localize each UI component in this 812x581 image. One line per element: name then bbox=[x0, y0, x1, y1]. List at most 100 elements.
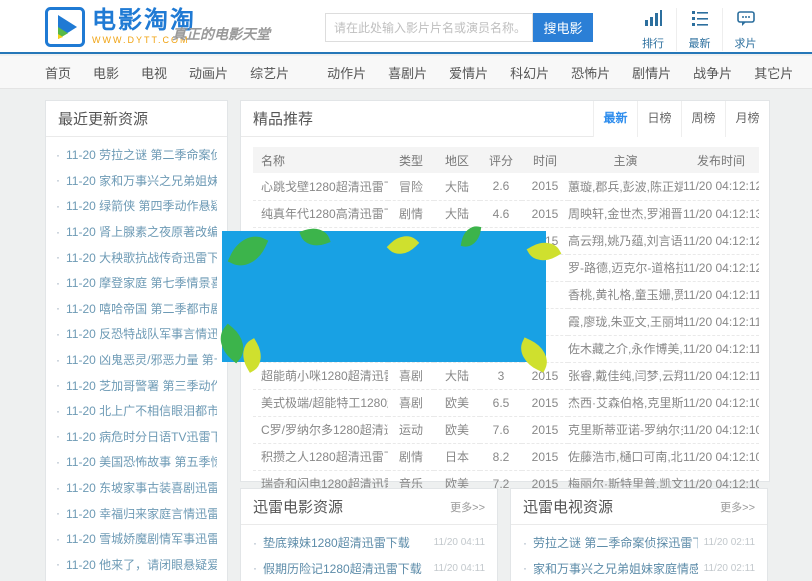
resource-date: 11/20 04:11 bbox=[433, 537, 485, 549]
resource-date: 11/20 02:11 bbox=[703, 562, 755, 574]
ad-overlay[interactable] bbox=[211, 223, 562, 373]
movie-title-link[interactable]: 美式极端/超能特工1280超清迅雷 bbox=[253, 389, 388, 417]
table-cell: 蕙璇,郡兵,彭波,陈正斌,伊利亚尔 bbox=[568, 173, 683, 201]
table-column-header: 时间 bbox=[522, 147, 568, 173]
movie-resource-item[interactable]: · 垫底辣妹1280超清迅雷下载 11/20 04:11 bbox=[253, 530, 485, 556]
recent-update-item[interactable]: · 11-20 东坡家事古装喜剧迅雷下载 bbox=[56, 475, 217, 501]
recent-update-item[interactable]: · 11-20 凶鬼恶灵/邪恶力量 第十一季魔... bbox=[56, 347, 217, 373]
movie-title-link[interactable]: 纯真年代1280高清迅雷下载 bbox=[253, 200, 388, 228]
leaf-icon bbox=[386, 228, 420, 262]
table-cell: 11/20 04:12:10 bbox=[683, 389, 759, 417]
recent-update-item[interactable]: · 11-20 反恐特战队军事言情迅雷下载 bbox=[56, 321, 217, 347]
logo-title: 电影淘淘 bbox=[92, 7, 196, 34]
tab-monthly[interactable]: 月榜 bbox=[725, 101, 769, 137]
resource-title: 11-20 他来了，请闭眼悬疑爱情迅雷下... bbox=[66, 557, 217, 572]
movie-title-link[interactable]: 超能萌小咪1280超清迅雷下载 bbox=[253, 362, 388, 390]
resource-title: 垫底辣妹1280超清迅雷下载 bbox=[263, 536, 410, 551]
nav-category-item[interactable]: 喜剧片 bbox=[388, 65, 428, 81]
table-cell: 2015 bbox=[522, 389, 568, 417]
tab-weekly[interactable]: 周榜 bbox=[681, 101, 725, 137]
site-logo[interactable]: 电影淘淘 WWW.DYTT.COM bbox=[45, 7, 196, 47]
resource-title: 11-20 肾上腺素之夜原著改编迅雷下载 bbox=[66, 225, 217, 240]
quick-link-latest[interactable]: 最新 bbox=[676, 8, 722, 51]
table-cell: 罗-路德,迈克尔-道格拉斯,伊万 bbox=[568, 254, 683, 282]
table-cell: 梅丽尔·斯特里普,凯文·克莱恩,麦 bbox=[568, 477, 683, 492]
nav-item[interactable]: 首页 bbox=[45, 65, 72, 81]
table-cell: 7.6 bbox=[480, 416, 522, 444]
nav-category-item[interactable]: 其它片 bbox=[754, 65, 794, 81]
more-link[interactable]: 更多>> bbox=[450, 501, 485, 514]
nav-category-item[interactable]: 剧情片 bbox=[632, 65, 672, 81]
table-cell: 11/20 04:12:11 bbox=[683, 308, 759, 336]
tab-daily[interactable]: 日榜 bbox=[637, 101, 681, 137]
movie-title-link[interactable]: 心跳戈壁1280超清迅雷下载 bbox=[253, 173, 388, 201]
table-cell: 11/20 04:12:12 bbox=[683, 227, 759, 255]
resource-title: 11-20 大秧歌抗战传奇迅雷下载 bbox=[66, 250, 217, 265]
table-cell: 大陆 bbox=[434, 173, 480, 201]
quick-link-request[interactable]: 求片 bbox=[722, 8, 768, 51]
movie-resources-list: · 垫底辣妹1280超清迅雷下载 11/20 04:11 · 假期历险记1280超清迅雷… bbox=[241, 525, 497, 581]
table-cell: 运动 bbox=[388, 416, 434, 444]
resource-title: 家和万事兴之兄弟姐妹家庭情感... bbox=[533, 561, 698, 576]
recent-update-item[interactable]: · 11-20 劳拉之谜 第二季命案侦探迅雷 bbox=[56, 142, 217, 168]
recent-update-item[interactable]: · 11-20 幸福归来家庭言情迅雷下载 bbox=[56, 500, 217, 526]
table-cell: 张睿,戴佳纯,闫梦,云翔, bbox=[568, 362, 683, 390]
table-column-header: 名称 bbox=[253, 147, 388, 173]
table-cell: 11/20 04:12:10 bbox=[683, 416, 759, 444]
recent-update-item[interactable]: · 11-20 嘻哈帝国 第二季都市剧情迅雷 bbox=[56, 296, 217, 322]
nav-category-item[interactable]: 战争片 bbox=[693, 65, 733, 81]
site-tagline: 真正的电影天堂 bbox=[172, 26, 270, 42]
table-cell: 佐木藏之介,永作博美,佐藤仁美, bbox=[568, 335, 683, 363]
recent-update-item[interactable]: · 11-20 绿箭侠 第四季动作悬疑迅雷下 bbox=[56, 193, 217, 219]
bullet-icon: · bbox=[56, 378, 60, 393]
bullet-icon: · bbox=[56, 301, 60, 316]
resource-title: 11-20 反恐特战队军事言情迅雷下载 bbox=[66, 327, 217, 342]
recent-update-item[interactable]: · 11-20 摩登家庭 第七季情景喜剧迅雷 bbox=[56, 270, 217, 296]
recent-update-item[interactable]: · 11-20 芝加哥警署 第三季动作剧情迅 bbox=[56, 372, 217, 398]
nav-item[interactable]: 动画片 bbox=[189, 65, 229, 81]
recent-update-item[interactable]: · 11-20 大秧歌抗战传奇迅雷下载 bbox=[56, 244, 217, 270]
nav-item[interactable]: 电视 bbox=[141, 65, 168, 81]
movie-title-link[interactable]: 积攒之人1280超清迅雷下载 bbox=[253, 443, 388, 471]
recent-update-item[interactable]: ·11-20 尖叫女王 第一季恐怖喜剧迅雷 bbox=[56, 577, 217, 581]
nav-category-item[interactable]: 动作片 bbox=[327, 65, 367, 81]
recent-update-item[interactable]: · 11-20 他来了，请闭眼悬疑爱情迅雷下... bbox=[56, 552, 217, 578]
movie-title-link[interactable]: 瑞奇和闪电1280超清迅雷下载 bbox=[261, 477, 388, 492]
nav-category-item[interactable]: 科幻片 bbox=[510, 65, 550, 81]
table-cell: 欧美 bbox=[434, 416, 480, 444]
nav-item[interactable]: 综艺片 bbox=[250, 65, 290, 81]
table-cell: 11/20 04:12:13 bbox=[683, 200, 759, 228]
more-link[interactable]: 更多>> bbox=[720, 501, 755, 514]
resource-title: 11-20 北上广不相信眼泪都市言情迅雷... bbox=[66, 404, 217, 419]
search-button[interactable]: 搜电影 bbox=[533, 13, 593, 42]
panel-title: 最近更新资源 bbox=[58, 111, 149, 128]
bullet-icon: · bbox=[253, 561, 257, 576]
recent-update-item[interactable]: · 11-20 雪城娇魔剧情军事迅雷下载 bbox=[56, 526, 217, 552]
recent-update-item[interactable]: · 11-20 北上广不相信眼泪都市言情迅雷... bbox=[56, 398, 217, 424]
recent-update-item[interactable]: · 11-20 美国恐怖故事 第五季惊悚悬疑 bbox=[56, 449, 217, 475]
recent-update-item[interactable]: · 11-20 家和万事兴之兄弟姐妹家庭情感... bbox=[56, 168, 217, 194]
table-cell: 2015 bbox=[522, 173, 568, 201]
table-cell: 欧美 bbox=[444, 477, 469, 492]
quick-link-ranking[interactable]: 排行 bbox=[630, 8, 676, 51]
search-input[interactable] bbox=[325, 13, 533, 42]
nav-item[interactable]: 电影 bbox=[93, 65, 120, 81]
recent-update-item[interactable]: · 11-20 病危时分日语TV迅雷下载 bbox=[56, 424, 217, 450]
tv-resource-item[interactable]: · 劳拉之谜 第二季命案侦探迅雷下... 11/20 02:11 bbox=[523, 530, 755, 556]
tab-newest[interactable]: 最新 bbox=[593, 101, 637, 137]
quick-link-label: 排行 bbox=[642, 38, 664, 50]
nav-primary: 首页 电影 电视 动画片 综艺片 bbox=[34, 63, 300, 82]
bullet-icon: · bbox=[523, 535, 527, 550]
table-cell: 佐藤浩市,樋口可南,北川景,野村周 bbox=[568, 443, 683, 471]
tv-resource-item[interactable]: · 家和万事兴之兄弟姐妹家庭情感... 11/20 02:11 bbox=[523, 556, 755, 581]
recent-update-item[interactable]: · 11-20 肾上腺素之夜原著改编迅雷下载 bbox=[56, 219, 217, 245]
movie-resource-item[interactable]: · 假期历险记1280超清迅雷下载 11/20 04:11 bbox=[253, 556, 485, 581]
resource-date: 11/20 02:11 bbox=[703, 537, 755, 549]
bullet-icon: · bbox=[56, 173, 60, 188]
table-cell: 11/20 04:12:12 bbox=[683, 173, 759, 201]
nav-category-item[interactable]: 爱情片 bbox=[449, 65, 489, 81]
tv-resources-panel: 迅雷电视资源 更多>> · 劳拉之谜 第二季命案侦探迅雷下... 11/20 02:… bbox=[510, 488, 768, 581]
table-row: 超能萌小咪1280超清迅雷下载喜剧大陆32015张睿,戴佳纯,闫梦,云翔,11/… bbox=[253, 362, 759, 390]
nav-category-item[interactable]: 恐怖片 bbox=[571, 65, 611, 81]
movie-title-link[interactable]: C罗/罗纳尔多1280超清迅雷下载 bbox=[253, 416, 388, 444]
